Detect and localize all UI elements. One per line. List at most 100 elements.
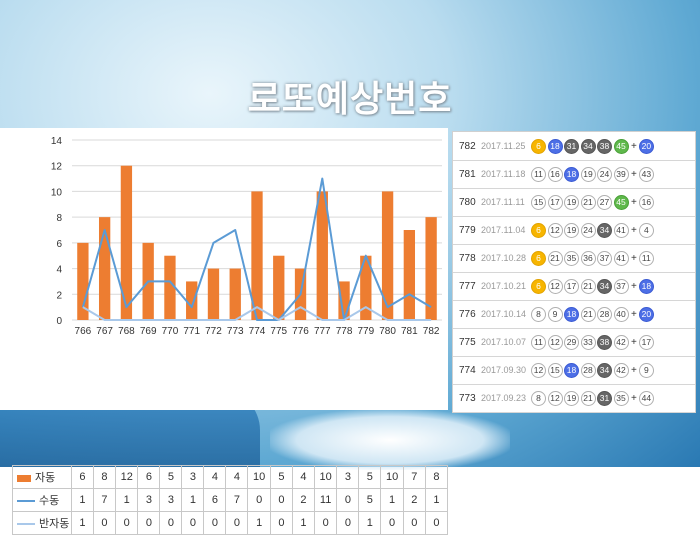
bar-767 xyxy=(98,217,111,320)
line-series-2 xyxy=(82,306,432,321)
x-tick-label: 771 xyxy=(183,326,200,337)
legend-label: 반자동 xyxy=(39,517,70,530)
line-series-1 xyxy=(81,177,432,321)
lotto-ball: 21 xyxy=(580,306,596,322)
lotto-ball: 21 xyxy=(547,250,563,266)
lotto-ball: 42 xyxy=(613,334,629,350)
data-label: 1 xyxy=(247,511,271,535)
result-row: 782 2017.11.25 6 18 31 34 38 45 +20 xyxy=(453,132,695,161)
draw-date: 2017.11.04 xyxy=(481,225,526,235)
lotto-ball: 24 xyxy=(597,166,612,182)
result-row: 780 2017.11.11 15 17 19 21 27 45 +16 xyxy=(453,188,695,217)
legend-key xyxy=(17,523,35,525)
ball-group: 12 15 18 28 34 42 +9 xyxy=(531,362,655,378)
data-label: 0 xyxy=(159,511,183,535)
lotto-chart: 0 2 4 6 8 10 12 14 766 767 768 769 770 771 772 773 774 77… xyxy=(51,136,442,337)
x-tick-label: 774 xyxy=(249,326,266,337)
bonus-ball: 44 xyxy=(638,390,654,406)
bar-778 xyxy=(338,281,350,320)
data-label: 0 xyxy=(92,511,116,535)
ball-group: 11 16 18 19 24 39 +43 xyxy=(531,166,655,182)
x-tick-label: 768 xyxy=(118,326,135,337)
lotto-ball: 41 xyxy=(613,250,629,266)
page-title: 로또예상번호 xyxy=(247,79,453,120)
table-row: 수동 1 7 1 3 3 1 6 7 0 0 2 11 0 5 1 2 1 xyxy=(12,488,449,512)
data-label: 5 xyxy=(269,465,293,489)
bar-775 xyxy=(273,255,285,320)
bar-777 xyxy=(316,191,328,320)
bar-779 xyxy=(360,255,372,320)
data-label: 1 xyxy=(114,488,139,512)
result-row: 773 2017.09.23 8 12 19 21 31 35 +44 xyxy=(453,384,695,413)
x-tick-label: 773 xyxy=(227,326,244,337)
x-tick-label: 780 xyxy=(379,326,396,337)
lotto-ball: 21 xyxy=(580,278,596,294)
data-label: 2 xyxy=(291,488,315,512)
bar-774 xyxy=(251,191,263,320)
legend-key xyxy=(17,500,35,502)
lotto-ball: 31 xyxy=(597,390,612,406)
data-label: 0 xyxy=(402,511,426,535)
bar-770 xyxy=(164,255,176,320)
data-label: 1 xyxy=(291,511,315,535)
data-label: 0 xyxy=(203,511,227,535)
draw-date: 2017.11.25 xyxy=(481,141,526,151)
data-label: 10 xyxy=(247,465,271,489)
data-label: 0 xyxy=(336,488,360,512)
draw-date: 2017.10.21 xyxy=(481,281,527,291)
lotto-ball: 6 xyxy=(531,250,546,266)
lotto-ball: 19 xyxy=(564,194,579,210)
y-tick-label: 10 xyxy=(51,187,63,198)
y-tick-label: 0 xyxy=(56,316,62,327)
draw-date: 2017.10.28 xyxy=(481,253,527,263)
table-row: 반자동 1 0 0 0 0 0 0 0 1 0 1 0 0 1 0 0 0 xyxy=(12,511,449,535)
lotto-ball: 17 xyxy=(564,278,579,294)
draw-date: 2017.10.07 xyxy=(481,337,527,347)
bonus-ball: 20 xyxy=(638,306,654,322)
lotto-ball: 17 xyxy=(547,194,563,210)
lotto-ball: 16 xyxy=(547,166,563,182)
data-label: 11 xyxy=(313,488,338,512)
result-row: 775 2017.10.07 11 12 29 33 38 42 +17 xyxy=(453,328,695,357)
legend-entry: 자동 xyxy=(12,465,72,489)
lotto-ball: 38 xyxy=(597,334,612,350)
data-label: 1 xyxy=(380,488,404,512)
round-number: 780 xyxy=(459,196,476,208)
lotto-ball: 6 xyxy=(531,138,546,154)
result-row: 777 2017.10.21 6 12 17 21 34 37 +18 xyxy=(453,272,695,301)
plus-sign: + xyxy=(631,196,637,208)
winning-numbers-list: 782 2017.11.25 6 18 31 34 38 45 +20 781 2017.11.18… xyxy=(452,131,696,413)
lotto-ball: 18 xyxy=(564,306,579,322)
result-row: 774 2017.09.30 12 15 18 28 34 42 +9 xyxy=(453,356,695,385)
lotto-ball: 8 xyxy=(531,306,546,322)
lotto-ball: 37 xyxy=(597,250,612,266)
data-label: 0 xyxy=(225,511,249,535)
data-label: 0 xyxy=(336,511,360,535)
lotto-ball: 28 xyxy=(597,306,612,322)
data-label: 0 xyxy=(424,511,449,535)
round-number: 781 xyxy=(459,168,476,180)
data-label: 4 xyxy=(291,465,315,489)
bonus-ball: 20 xyxy=(638,138,654,154)
data-label: 0 xyxy=(137,511,161,535)
data-label: 5 xyxy=(159,465,183,489)
bar-772 xyxy=(207,268,220,320)
data-label: 0 xyxy=(114,511,139,535)
plus-sign: + xyxy=(631,336,637,348)
lotto-ball: 19 xyxy=(564,222,579,238)
x-tick-label: 778 xyxy=(336,326,353,337)
round-number: 773 xyxy=(459,392,476,404)
bar-768 xyxy=(120,165,133,320)
data-label: 10 xyxy=(380,465,404,489)
lotto-ball: 40 xyxy=(613,306,629,322)
data-label: 6 xyxy=(203,488,227,512)
lotto-ball: 6 xyxy=(531,222,546,238)
data-label: 1 xyxy=(70,511,94,535)
lotto-ball: 28 xyxy=(580,362,596,378)
data-label: 7 xyxy=(225,488,249,512)
data-label: 3 xyxy=(159,488,183,512)
plus-sign: + xyxy=(631,392,637,404)
x-tick-label: 782 xyxy=(423,326,440,337)
data-label: 3 xyxy=(137,488,161,512)
lotto-ball: 42 xyxy=(613,362,629,378)
